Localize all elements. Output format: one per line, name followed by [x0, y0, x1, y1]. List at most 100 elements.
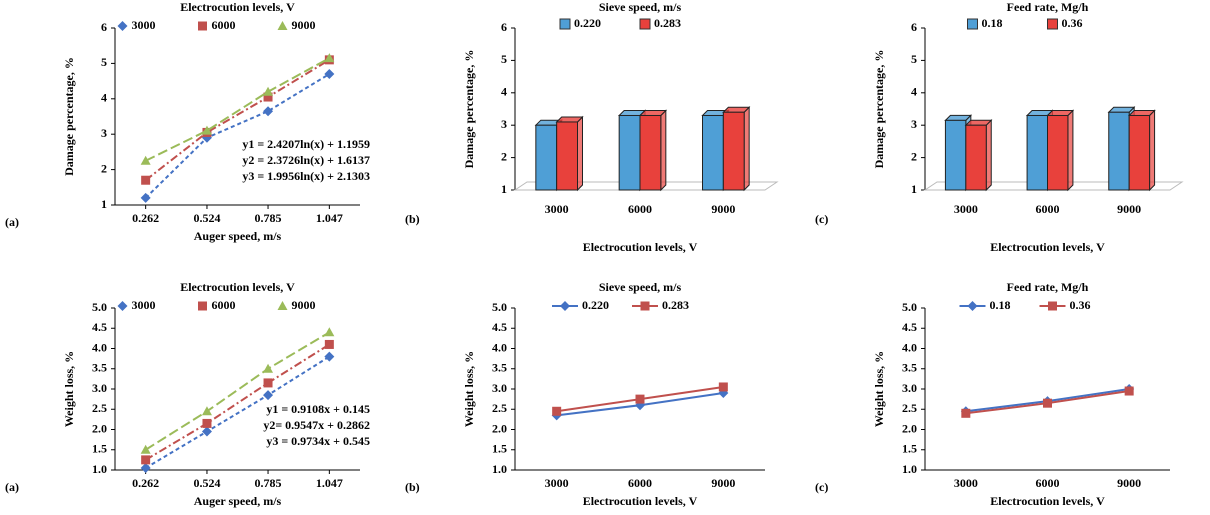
bar-top	[944, 114, 973, 121]
point	[141, 455, 151, 465]
y-tick-label: 1.5	[902, 442, 917, 456]
y-axis-label: Damage percentage, %	[872, 50, 886, 169]
y-tick-label: 1	[101, 197, 107, 211]
point	[324, 327, 335, 337]
y-tick-label: 4	[911, 85, 917, 99]
legend-label: 6000	[212, 298, 236, 312]
point	[117, 301, 128, 311]
panel-label: (a)	[5, 215, 19, 229]
bar-side	[743, 106, 750, 192]
y-tick-label: 1	[501, 182, 507, 196]
point	[1048, 301, 1057, 311]
point	[263, 86, 274, 96]
x-tick-label: 0.785	[255, 476, 282, 490]
bar-top	[555, 116, 584, 123]
y-tick-label: 6	[501, 20, 507, 34]
bar-top	[1046, 109, 1075, 116]
x-tick-label: 6000	[1036, 202, 1060, 216]
y-tick-label: 2	[501, 149, 507, 163]
bar	[1108, 111, 1130, 191]
y-tick-label: 5.0	[92, 300, 107, 314]
x-tick-label: 0.262	[132, 476, 159, 490]
y-tick-label: 2.5	[92, 401, 107, 415]
bar-side	[577, 115, 583, 192]
legend-swatch	[967, 18, 978, 30]
point	[263, 92, 273, 102]
x-tick-label: 9000	[1117, 202, 1141, 216]
point	[263, 378, 273, 388]
y-tick-label: 3.5	[902, 361, 917, 375]
bar-side	[1067, 109, 1074, 192]
y-tick-label: 2.0	[92, 421, 107, 435]
panel-label: (c)	[815, 212, 828, 226]
x-tick-label: 6000	[628, 476, 652, 490]
bar-side	[985, 118, 992, 192]
equation: y2= 0.9547x + 0.2862	[263, 418, 370, 432]
x-axis-label: Auger speed, m/s	[194, 229, 282, 243]
y-axis-label: Weight loss, %	[872, 351, 886, 427]
y-tick-label: 3	[911, 117, 917, 131]
legend-label: 0.18	[982, 16, 1003, 30]
bar-top	[1107, 106, 1136, 113]
legend-label: 0.36	[1070, 298, 1091, 312]
point	[640, 301, 650, 311]
point	[277, 301, 288, 310]
bar	[702, 114, 724, 191]
point	[967, 301, 978, 311]
x-axis-label: Electrocution levels, V	[583, 494, 698, 508]
y-tick-label: 5	[101, 55, 107, 69]
y-tick-label: 2	[101, 161, 107, 175]
point	[961, 408, 971, 418]
x-tick-label: 1.047	[316, 476, 343, 490]
y-tick-label: 5.0	[902, 300, 917, 314]
bar	[556, 121, 579, 191]
chart-title: Sieve speed, m/s	[599, 280, 682, 294]
point	[324, 53, 335, 63]
bar	[965, 124, 987, 191]
x-axis-label: Electrocution levels, V	[583, 240, 698, 254]
legend-swatch	[559, 18, 571, 30]
point	[198, 21, 207, 31]
y-tick-label: 2.5	[902, 401, 917, 415]
y-tick-label: 4.5	[92, 320, 107, 334]
legend-label: 6000	[212, 18, 236, 32]
panel-label: (c)	[815, 480, 828, 494]
point	[201, 125, 212, 135]
y-tick-label: 6	[911, 20, 917, 34]
y-axis-label: Damage percentage, %	[462, 50, 476, 169]
y-tick-label: 3	[501, 117, 507, 131]
x-tick-label: 0.524	[193, 476, 220, 490]
x-axis-label: Electrocution levels, V	[990, 494, 1105, 508]
point	[141, 175, 151, 185]
bar	[535, 124, 558, 191]
bar	[1026, 114, 1049, 191]
legend-label: 0.36	[1062, 16, 1083, 30]
bar-side	[1149, 109, 1156, 192]
floor	[923, 181, 1184, 191]
trend-line	[145, 57, 330, 162]
y-tick-label: 4.0	[92, 340, 107, 354]
legend-swatch	[639, 18, 651, 30]
legend-label: 9000	[292, 18, 316, 32]
x-tick-label: 3000	[545, 202, 569, 216]
y-tick-label: 1.5	[492, 442, 507, 456]
x-tick-label: 0.785	[255, 211, 282, 225]
x-tick-label: 3000	[545, 476, 569, 490]
panel-label: (b)	[405, 480, 420, 494]
x-tick-label: 0.524	[193, 211, 220, 225]
point	[140, 462, 151, 473]
y-tick-label: 3.0	[92, 381, 107, 395]
chart-title: Electrocution levels, V	[180, 280, 295, 294]
legend-label: 0.283	[662, 298, 689, 312]
y-tick-label: 2.0	[902, 421, 917, 435]
y-tick-label: 2.0	[492, 421, 507, 435]
y-tick-label: 4.5	[902, 320, 917, 334]
x-tick-label: 1.047	[316, 211, 343, 225]
y-tick-label: 2	[911, 149, 917, 163]
y-tick-label: 1	[911, 182, 917, 196]
point	[552, 406, 562, 416]
point	[277, 21, 288, 30]
point	[201, 406, 212, 416]
legend-label: 0.283	[654, 16, 681, 30]
x-tick-label: 9000	[711, 476, 735, 490]
